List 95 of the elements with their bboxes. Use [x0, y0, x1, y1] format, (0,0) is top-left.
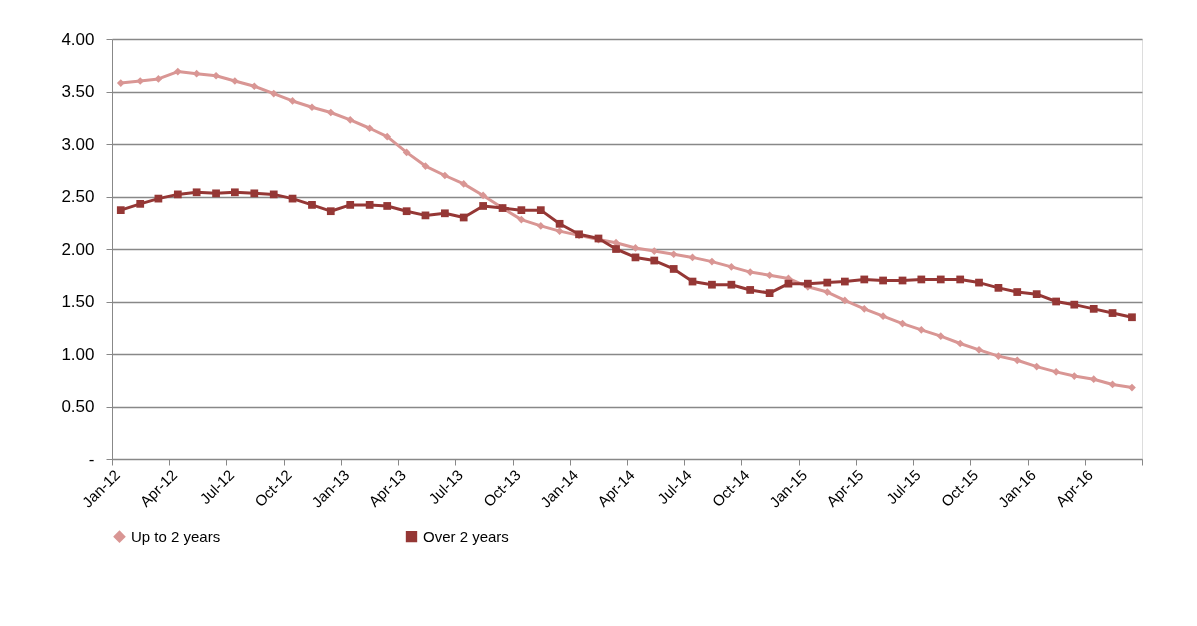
point	[517, 206, 526, 215]
point	[250, 82, 259, 91]
point	[402, 148, 411, 157]
point	[1032, 362, 1041, 371]
point	[1128, 383, 1136, 392]
point	[956, 275, 965, 284]
point	[1013, 288, 1022, 296]
point	[784, 279, 793, 288]
point	[936, 275, 945, 284]
point	[173, 67, 182, 76]
point	[994, 283, 1003, 292]
point	[765, 289, 774, 297]
point	[708, 257, 716, 266]
point	[173, 190, 182, 199]
legend-label: Up to 2 years	[131, 527, 221, 545]
point	[212, 189, 220, 198]
point	[346, 115, 355, 124]
point	[612, 245, 620, 253]
point	[936, 332, 945, 341]
point	[727, 280, 736, 289]
point	[536, 206, 545, 215]
point	[441, 171, 449, 180]
point	[1089, 304, 1098, 313]
point	[421, 162, 430, 170]
y-tick-label: 0.50	[61, 397, 95, 416]
point	[555, 227, 564, 236]
point	[326, 207, 335, 216]
legend-label: Over 2 years	[423, 527, 509, 545]
point	[975, 345, 983, 354]
point	[727, 262, 736, 271]
point	[860, 304, 869, 313]
point	[1128, 313, 1136, 322]
point	[479, 191, 487, 200]
point	[975, 278, 983, 287]
point	[365, 201, 374, 209]
point	[840, 296, 849, 305]
point	[840, 277, 849, 286]
y-tick-label: 2.50	[61, 187, 95, 206]
point	[917, 325, 926, 334]
point	[823, 278, 832, 287]
point	[555, 219, 564, 228]
point	[669, 250, 678, 259]
point	[860, 275, 869, 284]
point	[1013, 356, 1022, 365]
point	[308, 103, 316, 112]
point	[746, 286, 755, 294]
point	[1089, 375, 1098, 384]
y-tick-label: 3.00	[61, 134, 95, 154]
point	[383, 132, 392, 141]
point	[154, 75, 163, 83]
point	[250, 189, 259, 198]
point	[231, 188, 239, 197]
point	[479, 202, 487, 210]
point	[994, 352, 1003, 360]
y-tick-label: 1.00	[61, 344, 95, 364]
point	[441, 209, 449, 218]
point	[879, 312, 887, 321]
point	[631, 244, 640, 252]
point	[517, 215, 526, 224]
point	[879, 276, 887, 285]
point	[383, 202, 392, 210]
point	[116, 206, 125, 215]
point	[765, 271, 774, 280]
point	[650, 256, 659, 265]
point	[212, 71, 220, 80]
point	[136, 199, 145, 208]
point	[1108, 309, 1117, 317]
point	[536, 222, 545, 230]
point	[308, 201, 316, 209]
point	[1052, 367, 1060, 376]
point	[192, 188, 201, 197]
y-tick-label: 1.50	[61, 292, 95, 311]
point	[708, 280, 716, 289]
point	[1070, 300, 1079, 309]
point	[288, 97, 297, 105]
point	[269, 89, 278, 98]
point	[269, 190, 278, 199]
point	[365, 124, 374, 133]
point	[1052, 297, 1060, 306]
point	[326, 108, 335, 117]
y-tick-label: 3.50	[61, 82, 95, 101]
point	[956, 339, 965, 348]
point	[231, 77, 239, 85]
point	[459, 180, 468, 188]
y-tick-label: -	[88, 449, 95, 469]
point	[459, 213, 468, 222]
point	[116, 79, 125, 87]
point	[1032, 290, 1041, 299]
point	[669, 265, 678, 273]
point	[346, 201, 355, 209]
point	[917, 275, 926, 284]
point	[402, 207, 411, 216]
y-tick-label: 2.00	[61, 239, 95, 259]
y-tick-label: 4.00	[61, 29, 95, 49]
point	[823, 288, 832, 296]
